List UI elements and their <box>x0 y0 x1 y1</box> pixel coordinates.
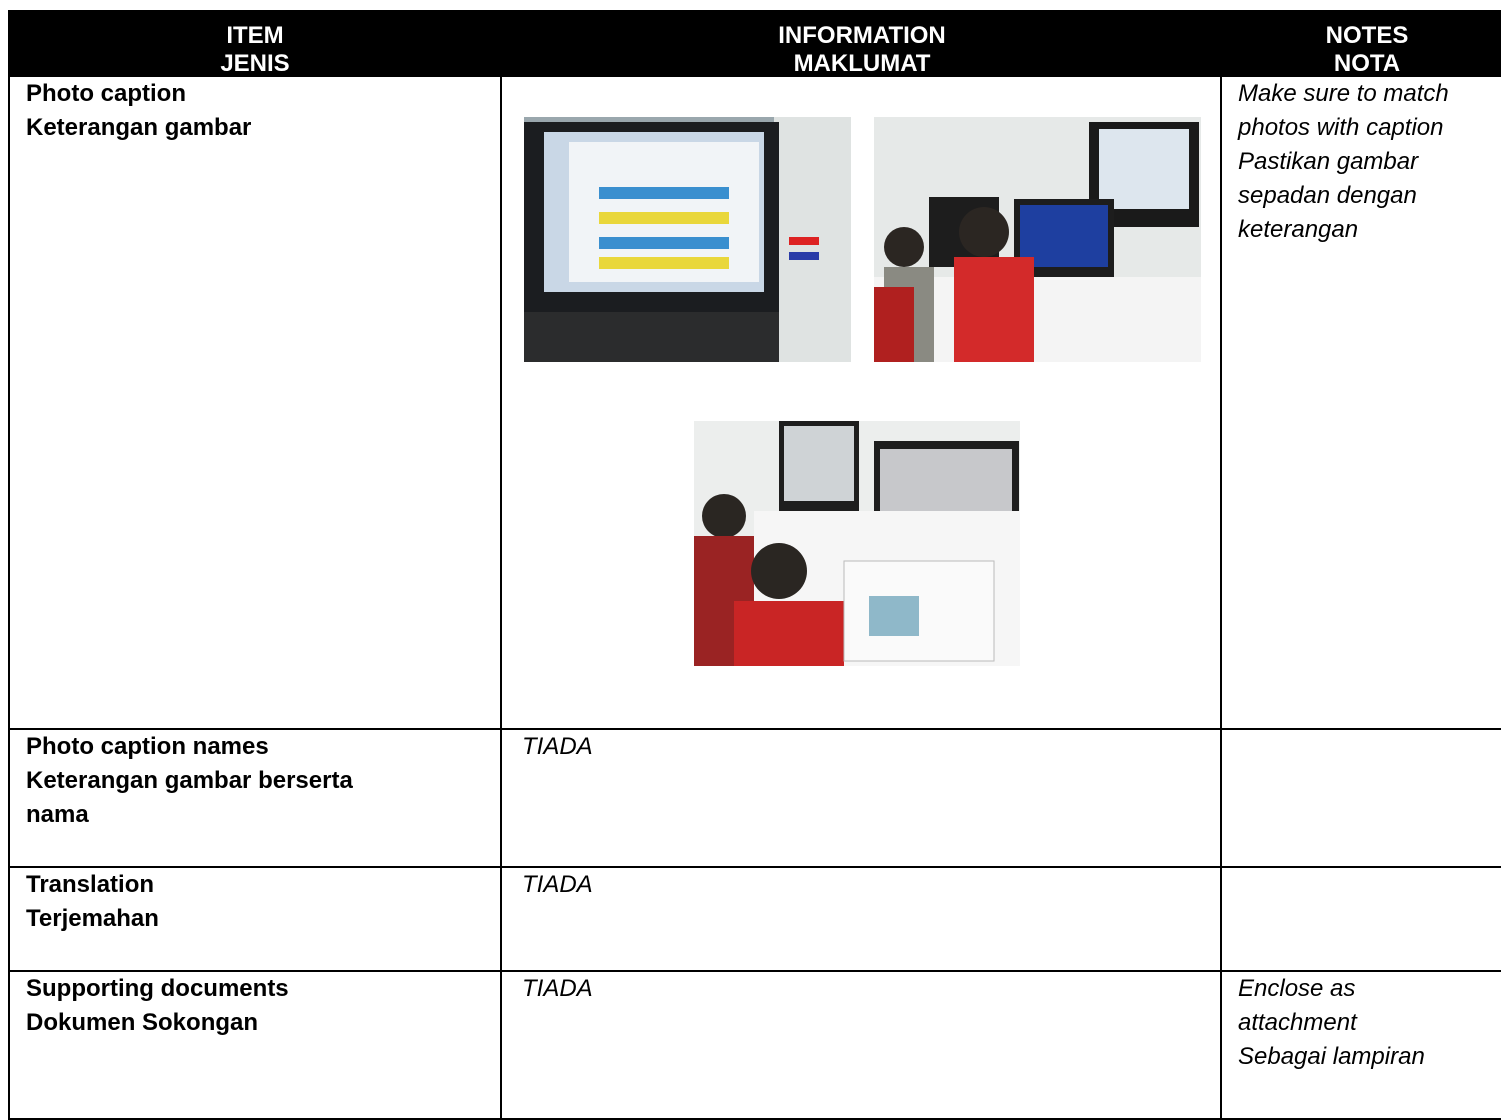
notes-cell <box>1222 868 1501 972</box>
photo-students-2 <box>694 421 1020 666</box>
header-cell: INFORMATION MAKLUMAT <box>502 10 1222 77</box>
text-line: Sebagai lampiran <box>1238 1043 1425 1070</box>
header-cell: ITEM JENIS <box>8 10 502 77</box>
text-line: TIADA <box>522 871 593 898</box>
text-line: Supporting documents <box>26 975 289 1002</box>
text-line: Translation <box>26 871 155 898</box>
text-line: photos with caption <box>1238 114 1444 141</box>
item-cell: Supporting documents Dokumen Sokongan <box>8 972 502 1120</box>
text-line: ITEM <box>226 22 284 49</box>
page: ITEM JENIS INFORMATION MAKLUMAT NOTES NOTA Pho… <box>8 10 1501 1120</box>
text-line: NOTA <box>1333 50 1401 77</box>
item-cell: Photo caption Keterangan gambar <box>8 77 502 730</box>
text-line: INFORMATION <box>778 22 946 49</box>
notes-cell: Enclose as attachment Sebagai lampiran <box>1222 972 1501 1120</box>
header-cell: NOTES NOTA <box>1222 10 1501 77</box>
photo-smartboard <box>524 117 851 362</box>
text-line: Pastikan gambar <box>1238 148 1419 175</box>
notes-cell: Make sure to match photos with caption Pas… <box>1222 77 1501 730</box>
text-line: NOTES <box>1325 22 1409 49</box>
text-line: Photo caption <box>26 80 186 107</box>
item-cell: Translation Terjemahan <box>8 868 502 972</box>
text-line: Terjemahan <box>26 905 159 932</box>
info-cell <box>502 77 1222 730</box>
text-line: Keterangan gambar berserta <box>26 767 353 794</box>
text-line: Dokumen Sokongan <box>26 1009 259 1036</box>
item-cell: Photo caption names Keterangan gambar ber… <box>8 730 502 868</box>
text-line: Keterangan gambar <box>26 114 252 141</box>
text-line: JENIS <box>220 50 290 77</box>
info-cell: TIADA <box>502 972 1222 1120</box>
text-line: Make sure to match <box>1238 80 1449 107</box>
text-line: Photo caption names <box>26 733 269 760</box>
info-cell: TIADA <box>502 730 1222 868</box>
text-line: attachment <box>1238 1009 1357 1036</box>
info-cell: TIADA <box>502 868 1222 972</box>
text-line: TIADA <box>522 975 593 1002</box>
text-line: keterangan <box>1238 216 1359 243</box>
text-line: nama <box>26 801 89 828</box>
notes-cell <box>1222 730 1501 868</box>
text-line: sepadan dengan <box>1238 182 1417 209</box>
photo-students-1 <box>874 117 1201 362</box>
text-line: Enclose as <box>1238 975 1356 1002</box>
text-line: MAKLUMAT <box>793 50 931 77</box>
text-line: TIADA <box>522 733 593 760</box>
